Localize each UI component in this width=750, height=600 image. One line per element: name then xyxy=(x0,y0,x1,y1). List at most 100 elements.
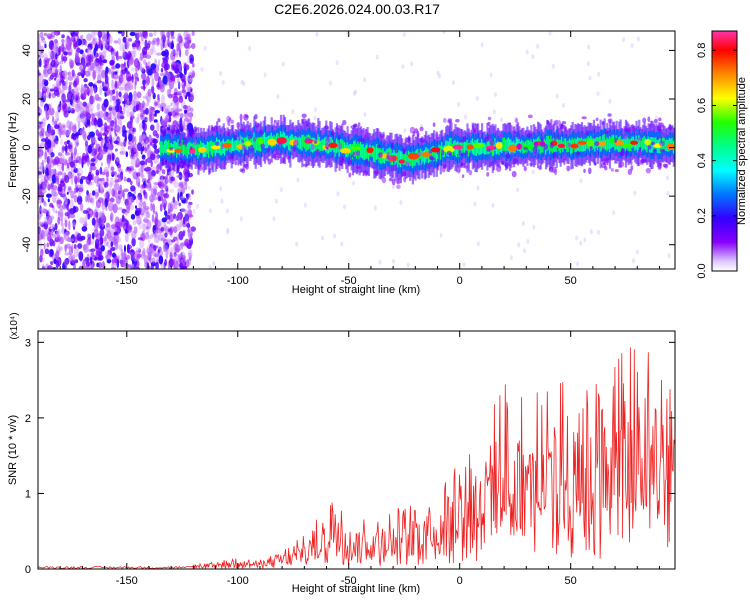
noise-blob xyxy=(46,68,53,75)
signal-peak xyxy=(198,146,207,153)
x-tick-label: -150 xyxy=(116,275,138,287)
noise-blob xyxy=(122,191,126,202)
noise-blob xyxy=(106,229,112,239)
noise-blob xyxy=(178,230,184,241)
noise-blob xyxy=(64,175,70,184)
noise-blob xyxy=(164,214,171,220)
signal-tail xyxy=(630,164,634,171)
speckle xyxy=(631,258,635,264)
noise-blob xyxy=(180,41,186,47)
signal-tail xyxy=(391,142,394,149)
noise-blob xyxy=(100,127,105,131)
speckle xyxy=(291,109,295,115)
speckle xyxy=(586,61,590,67)
signal-tail xyxy=(369,140,372,145)
noise-blob xyxy=(122,49,126,58)
noise-blob xyxy=(74,187,77,195)
noise-blob xyxy=(164,244,169,252)
noise-blob xyxy=(61,93,66,103)
noise-blob xyxy=(40,138,47,142)
x-tick-label: -150 xyxy=(116,575,138,587)
noise-blob xyxy=(144,146,148,154)
signal-tail xyxy=(607,118,613,124)
noise-blob xyxy=(89,131,95,138)
noise-blob xyxy=(187,55,191,64)
noise-blob xyxy=(140,136,143,142)
noise-blob xyxy=(77,167,83,177)
noise-blob xyxy=(52,52,57,61)
noise-blob xyxy=(76,100,83,110)
noise-blob xyxy=(38,73,44,84)
speckle xyxy=(242,81,246,87)
noise-blob xyxy=(84,40,88,47)
speckle xyxy=(589,229,593,235)
signal-core xyxy=(262,134,265,148)
speckle xyxy=(373,205,377,211)
noise-blob xyxy=(110,246,116,252)
noise-blob xyxy=(179,117,183,126)
noise-blob xyxy=(167,202,172,212)
signal-tail xyxy=(241,139,244,143)
noise-blob xyxy=(66,162,70,169)
noise-blob xyxy=(137,237,144,241)
noise-blob xyxy=(74,175,78,185)
noise-blob xyxy=(190,88,193,92)
noise-blob xyxy=(77,175,80,183)
noise-blob xyxy=(73,244,77,249)
signal-tail xyxy=(441,149,445,156)
signal-tail xyxy=(649,123,654,129)
signal-tail xyxy=(223,161,228,166)
noise-blob xyxy=(82,217,88,223)
noise-blob xyxy=(117,31,123,34)
noise-blob xyxy=(115,157,120,163)
noise-blob xyxy=(127,145,130,150)
noise-blob xyxy=(50,72,57,78)
noise-blob xyxy=(79,202,84,212)
signal-core xyxy=(235,140,239,151)
noise-blob xyxy=(123,99,126,107)
speckle xyxy=(203,45,207,51)
signal-peak xyxy=(630,140,639,145)
signal-core xyxy=(494,138,497,152)
noise-blob xyxy=(88,103,94,112)
noise-blob xyxy=(68,58,73,67)
noise-blob xyxy=(82,209,89,214)
noise-blob xyxy=(178,81,181,90)
noise-blob xyxy=(89,65,94,72)
noise-blob xyxy=(106,116,112,123)
noise-blob xyxy=(110,224,117,229)
signal-tail xyxy=(625,149,629,156)
speckle xyxy=(438,73,442,79)
noise-blob xyxy=(119,257,126,266)
x-tick-label: -100 xyxy=(227,275,249,287)
noise-blob xyxy=(124,229,128,234)
noise-blob xyxy=(133,126,137,135)
noise-blob xyxy=(157,102,161,108)
noise-blob xyxy=(68,81,73,86)
noise-blob xyxy=(187,228,191,233)
noise-blob xyxy=(85,54,92,63)
noise-blob xyxy=(93,47,96,57)
signal-core xyxy=(397,152,400,168)
noise-blob xyxy=(106,31,110,39)
speckle xyxy=(220,198,224,204)
noise-blob xyxy=(101,37,108,46)
signal-tail xyxy=(540,138,544,142)
noise-blob xyxy=(75,49,79,59)
signal-tail xyxy=(585,130,589,136)
noise-blob xyxy=(126,177,132,183)
noise-blob xyxy=(89,256,93,265)
signal-core xyxy=(431,146,434,160)
noise-blob xyxy=(74,31,79,36)
signal-core xyxy=(563,138,566,149)
noise-blob xyxy=(56,199,63,205)
noise-blob xyxy=(52,115,55,123)
signal-core xyxy=(275,133,279,144)
noise-blob xyxy=(105,225,111,233)
signal-core xyxy=(301,135,304,151)
noise-blob xyxy=(139,56,143,62)
noise-blob xyxy=(40,229,45,240)
noise-blob xyxy=(100,245,105,252)
colorbar-label: Normalized spectral amplitude xyxy=(736,77,748,225)
noise-blob xyxy=(55,118,58,125)
